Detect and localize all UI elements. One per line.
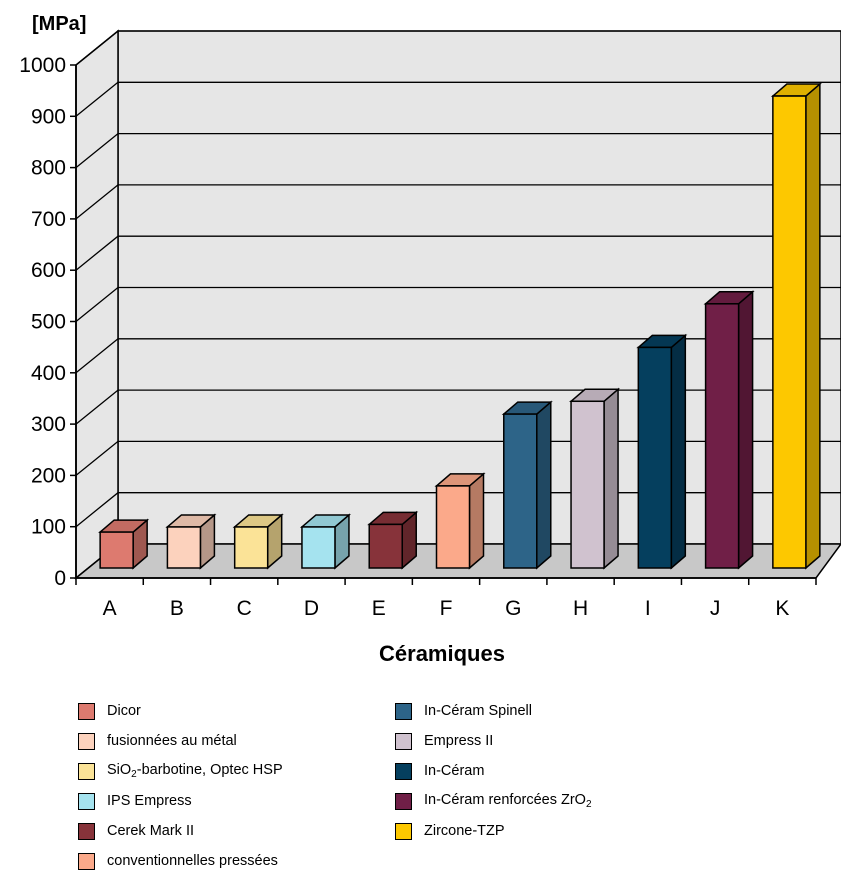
x-tick-label: F	[440, 597, 453, 620]
x-tick-label: G	[505, 597, 521, 620]
bar-i	[636, 333, 688, 570]
x-tick-label: D	[304, 597, 319, 620]
gridline	[75, 132, 841, 169]
bar-front	[368, 523, 403, 569]
bar-g	[501, 400, 553, 570]
legend-item: In-Céram renforcées ZrO2	[395, 790, 592, 812]
axes	[70, 64, 817, 585]
legend-swatch	[395, 702, 412, 720]
bar-j	[703, 290, 755, 570]
legend-swatch	[78, 792, 95, 810]
x-tick-label: B	[170, 597, 184, 620]
gridline	[75, 184, 841, 220]
gridline	[75, 338, 841, 374]
bar-h	[569, 387, 621, 570]
bar-c	[232, 513, 284, 570]
bar-front	[570, 400, 605, 569]
legend-label: Cerek Mark II	[107, 823, 195, 839]
bar-front	[233, 526, 269, 569]
bar-d	[299, 513, 351, 570]
legend-item: fusionnées au métal	[78, 730, 237, 752]
bar-side	[603, 387, 619, 570]
legend-label: Empress II	[424, 733, 494, 749]
x-axis-label: Céramiques	[379, 641, 505, 666]
bar-b	[165, 513, 217, 570]
legend-label: Dicor	[107, 703, 141, 719]
gridline	[75, 30, 841, 66]
y-tick-label: 100	[31, 516, 66, 539]
y-tick-label: 800	[31, 157, 66, 180]
legend-swatch	[78, 822, 95, 840]
bar-front	[704, 303, 740, 569]
bar-front	[99, 531, 134, 569]
gridline	[75, 235, 841, 271]
y-tick-label: 200	[31, 464, 66, 487]
legend: Dicor fusionnées au métal SiO2-barbotine, …	[78, 700, 838, 870]
bar-side	[805, 82, 821, 570]
y-tick-label: 400	[31, 362, 66, 385]
legend-item: In-Céram	[395, 760, 484, 782]
legend-swatch	[395, 732, 412, 750]
bar-a	[98, 518, 150, 570]
legend-label: Zircone-TZP	[424, 823, 505, 839]
gridline	[75, 81, 841, 117]
bar-e	[367, 510, 419, 570]
legend-label: conventionnelles pressées	[107, 853, 278, 869]
bar-front	[435, 485, 471, 569]
legend-swatch	[78, 852, 95, 870]
bar-side	[468, 472, 485, 570]
y-tick-label: 500	[31, 311, 66, 334]
legend-swatch	[78, 702, 95, 720]
tick-labels: 0 100 200 300 400 500 600 700 800 900 1000 A B C D E F G H…	[19, 54, 789, 620]
legend-item: IPS Empress	[78, 790, 192, 812]
bar-side	[670, 333, 687, 570]
legend-item: Empress II	[395, 730, 493, 752]
bar-front	[166, 526, 202, 569]
legend-item: Zircone-TZP	[395, 820, 505, 842]
bar-front	[772, 95, 807, 569]
y-tick-label: 1000	[19, 54, 66, 77]
bars	[98, 82, 822, 570]
bar-side	[737, 290, 754, 570]
legend-label: In-Céram renforcées ZrO2	[424, 792, 592, 810]
bar-front	[301, 526, 336, 569]
bar-side	[536, 400, 552, 570]
x-tick-label: H	[573, 597, 588, 620]
bar-front	[503, 413, 538, 569]
legend-label: IPS Empress	[107, 793, 192, 809]
x-tick-label: I	[645, 597, 651, 620]
gridline	[75, 286, 841, 323]
legend-item: Dicor	[78, 700, 141, 722]
legend-item: In-Céram Spinell	[395, 700, 532, 722]
y-tick-label: 600	[31, 259, 66, 282]
x-tick-label: C	[237, 597, 252, 620]
y-tick-label: 300	[31, 413, 66, 436]
legend-swatch	[395, 822, 412, 840]
y-axis-label: [MPa]	[32, 13, 86, 35]
legend-swatch	[78, 762, 95, 780]
legend-label: In-Céram Spinell	[424, 703, 532, 719]
y-tick-label: 700	[31, 208, 66, 231]
legend-label: In-Céram	[424, 763, 485, 779]
bar-f	[434, 472, 486, 570]
y-tick-label: 0	[54, 567, 66, 590]
legend-label: SiO2-barbotine, Optec HSP	[107, 762, 283, 780]
x-tick-label: J	[710, 597, 721, 620]
bar-front	[637, 346, 673, 569]
legend-swatch	[395, 762, 412, 780]
legend-swatch	[78, 732, 95, 750]
x-tick-label: A	[103, 597, 117, 620]
y-tick-label: 900	[31, 105, 66, 128]
legend-swatch	[395, 792, 412, 810]
legend-label: fusionnées au métal	[107, 733, 237, 749]
legend-item: conventionnelles pressées	[78, 850, 278, 872]
x-tick-label: K	[775, 597, 789, 620]
legend-item: SiO2-barbotine, Optec HSP	[78, 760, 283, 782]
x-tick-label: E	[372, 597, 386, 620]
bar-k	[770, 82, 822, 570]
legend-item: Cerek Mark II	[78, 820, 194, 842]
